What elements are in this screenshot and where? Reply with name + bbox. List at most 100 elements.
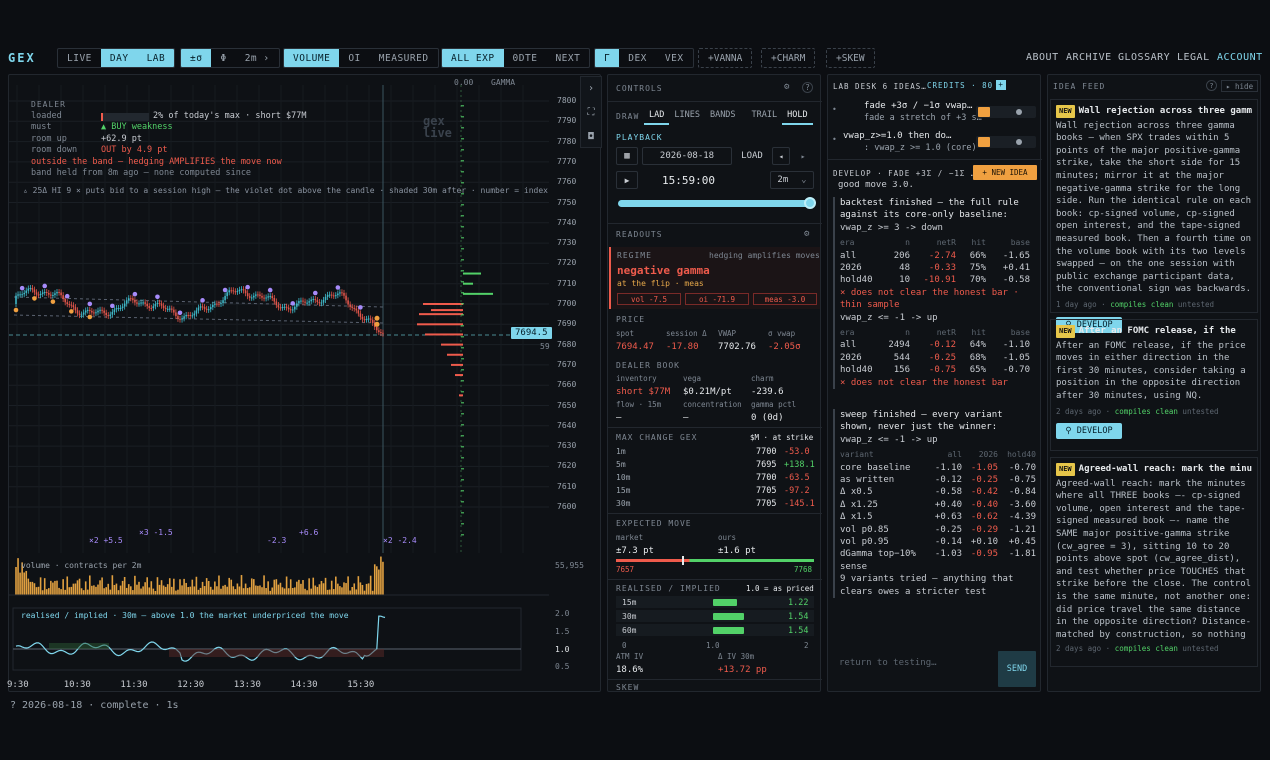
brand-logo[interactable]: GEX [8, 51, 36, 65]
candle [318, 302, 321, 304]
candle [25, 290, 28, 293]
speed-select[interactable]: 2m ⌄ [770, 171, 814, 189]
volume-bar [255, 585, 257, 595]
feed-card[interactable]: NEW Agreed-wall reach: mark the minu… Agre… [1050, 457, 1258, 667]
chat-input[interactable]: return to testing… [839, 658, 937, 668]
volume-bar [367, 583, 370, 595]
fullscreen-icon[interactable]: ⛶ [587, 107, 595, 118]
flow-dot [32, 296, 37, 301]
sigma-toggle[interactable]: ±σ [181, 49, 212, 67]
draw-lines[interactable]: LINES [674, 110, 700, 120]
expiry-0dte[interactable]: 0DTE [512, 52, 538, 64]
feed-card[interactable]: NEW After an FOMC release, if the After an… [1050, 319, 1258, 451]
help-icon[interactable]: ? [802, 82, 813, 93]
feed-card-title[interactable]: NEW Agreed-wall reach: mark the minu… [1056, 463, 1252, 476]
volume-bar [273, 579, 276, 595]
ri-frame [12, 607, 522, 671]
candle [302, 300, 304, 302]
feed-card-title[interactable]: NEW Wall rejection across three gamm… [1056, 105, 1252, 118]
greek-vex[interactable]: VEX [664, 52, 684, 64]
load-button[interactable]: LOAD [741, 151, 763, 161]
new-idea-button[interactable]: + NEW IDEA [973, 165, 1037, 180]
date-input[interactable]: 2026-08-18 [642, 147, 732, 165]
nav-archive[interactable]: ARCHIVE [1066, 52, 1112, 63]
volume-bar [95, 586, 97, 595]
nav-glossary[interactable]: GLOSSARY [1118, 52, 1171, 63]
volume-bar [183, 578, 185, 595]
develop-button[interactable]: ⚲ DEVELOP [1056, 423, 1122, 440]
book-volume[interactable]: VOLUME [284, 49, 340, 67]
feed-hide-button[interactable]: ▸ hide [1221, 80, 1259, 92]
idea-toggle[interactable] [976, 136, 1036, 148]
candle [291, 309, 294, 311]
gamma-tick [461, 424, 464, 426]
calendar-button[interactable]: ▦ [616, 147, 638, 165]
playback-slider[interactable] [618, 200, 814, 207]
interval-select[interactable]: 2m › [244, 52, 270, 64]
gamma-tick [461, 105, 464, 107]
volume-bar [134, 575, 136, 595]
credits-badge[interactable]: CREDITS · 80 + [927, 80, 1007, 90]
book-measured[interactable]: MEASURED [378, 52, 429, 64]
feed-card[interactable]: NEW Wall rejection across three gamm… Wall… [1050, 99, 1258, 333]
add-vanna-chip[interactable]: +VANNA [698, 48, 753, 68]
volume-bar [281, 587, 284, 595]
expiry-all[interactable]: ALL EXP [442, 49, 504, 67]
book-oi[interactable]: OI [348, 52, 361, 64]
nav-legal[interactable]: LEGAL [1177, 52, 1210, 63]
step-back-button[interactable]: ◂ [772, 147, 790, 165]
candle [316, 300, 319, 303]
draw-trail[interactable]: TRAIL [751, 110, 778, 120]
phi-toggle[interactable]: Φ [220, 52, 227, 64]
ri-chart-label: realised / implied · 30m — above 1.0 the… [21, 611, 349, 620]
volume-bar [45, 589, 48, 595]
draw-hold[interactable]: HOLD [782, 107, 813, 125]
greek-dex[interactable]: DEX [628, 52, 647, 64]
idea-item-1[interactable]: • fade +3σ / −1σ vwap… fade a stretch of… [831, 99, 1039, 127]
price-chart[interactable] [9, 75, 602, 693]
exp-range-marker [682, 556, 684, 565]
nav-about[interactable]: ABOUT [1026, 52, 1059, 63]
mode-live[interactable]: LIVE [67, 52, 92, 64]
greek-gamma[interactable]: Γ [595, 49, 620, 67]
camera-icon[interactable]: ◘ [588, 132, 594, 142]
expand-icon[interactable]: › [587, 83, 595, 94]
candle [130, 298, 132, 300]
volume-bar [97, 584, 99, 595]
candle [146, 303, 148, 307]
settings-icon[interactable]: ⚙ [784, 82, 790, 92]
nav-account[interactable]: ACCOUNT [1217, 52, 1263, 63]
volume-bar [298, 579, 300, 595]
gamma-bar [463, 272, 481, 275]
marker-3: ×2 +5.5 [89, 536, 123, 545]
expiry-next[interactable]: NEXT [555, 52, 581, 64]
draw-bands[interactable]: BANDS [709, 110, 736, 120]
send-button[interactable]: SEND [998, 651, 1036, 687]
volume-bar [148, 587, 151, 595]
drag-icon[interactable]: • [832, 135, 837, 144]
mode-day[interactable]: DAY [100, 49, 138, 67]
step-forward-button[interactable]: ▸ [800, 151, 806, 161]
feed-card-title[interactable]: NEW After an FOMC release, if the [1056, 325, 1252, 338]
lab-chat[interactable]: good move 3.0. backtest finished — the f… [828, 181, 1040, 647]
candle [109, 314, 112, 316]
volume-bar [316, 586, 319, 595]
volume-bar [123, 576, 126, 595]
draw-lad[interactable]: LAD [644, 107, 670, 125]
slider-handle[interactable] [804, 197, 816, 209]
feed-help-icon[interactable]: ? [1206, 80, 1217, 91]
volume-bar [341, 587, 343, 595]
mode-lab[interactable]: LAB [137, 49, 175, 67]
add-credits-icon[interactable]: + [996, 80, 1007, 90]
volume-bar [347, 576, 349, 595]
add-skew-chip[interactable]: +SKEW [826, 48, 875, 68]
add-charm-chip[interactable]: +CHARM [761, 48, 816, 68]
idea-item-2[interactable]: • vwap_z>=1.0 then do… : vwap_z >= 1.0 (… [831, 129, 1039, 157]
readouts-settings-icon[interactable]: ⚙ [804, 229, 810, 239]
drag-icon[interactable]: • [832, 105, 837, 114]
idea-toggle[interactable] [976, 106, 1036, 118]
price-tag: 7694.5 [511, 327, 552, 339]
play-button[interactable]: ▶ [616, 171, 638, 189]
volume-bar [119, 585, 122, 595]
skew-dot [19, 285, 25, 291]
